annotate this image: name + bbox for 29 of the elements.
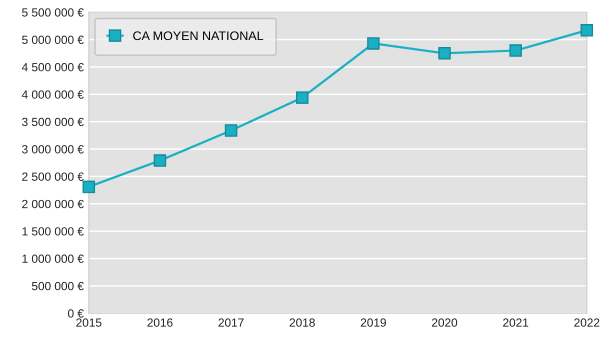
- y-tick-label: 2 000 000 €: [22, 200, 84, 208]
- y-tick-label: 2 500 000 €: [22, 172, 84, 181]
- y-tick-label: 3 000 000 €: [22, 145, 84, 154]
- legend-label: CA MOYEN NATIONAL: [133, 31, 264, 40]
- point: [509, 44, 522, 57]
- point: [367, 37, 380, 50]
- point: [82, 180, 96, 194]
- point: [296, 91, 308, 104]
- y-tick-label: 4 000 000 €: [22, 90, 84, 99]
- x-tick-label: 2017: [218, 318, 244, 327]
- y-tick-label: 1 500 000 €: [22, 227, 84, 236]
- x-tick-label: 2018: [290, 318, 315, 327]
- point: [154, 154, 166, 167]
- y-tick-label: 0 €: [68, 309, 84, 318]
- y-tick-label: 1 000 000 €: [22, 254, 84, 263]
- x-tick-label: 2021: [503, 318, 528, 327]
- x-tick-label: 2015: [76, 318, 102, 327]
- point: [438, 47, 451, 60]
- x-tick-label: 2022: [574, 318, 600, 327]
- y-tick-label: 3 500 000 €: [22, 118, 84, 126]
- y-tick-label: 5 500 000 €: [22, 8, 84, 17]
- x-tick-label: 2019: [360, 318, 386, 327]
- y-tick-label: 500 000 €: [32, 282, 84, 290]
- point: [224, 124, 238, 137]
- y-tick-label: 4 500 000 €: [22, 63, 84, 72]
- x-tick-label: 2020: [432, 318, 458, 327]
- x-tick-label: 2016: [147, 318, 173, 327]
- point: [580, 24, 594, 37]
- y-tick-label: 5 000 000 €: [22, 36, 84, 44]
